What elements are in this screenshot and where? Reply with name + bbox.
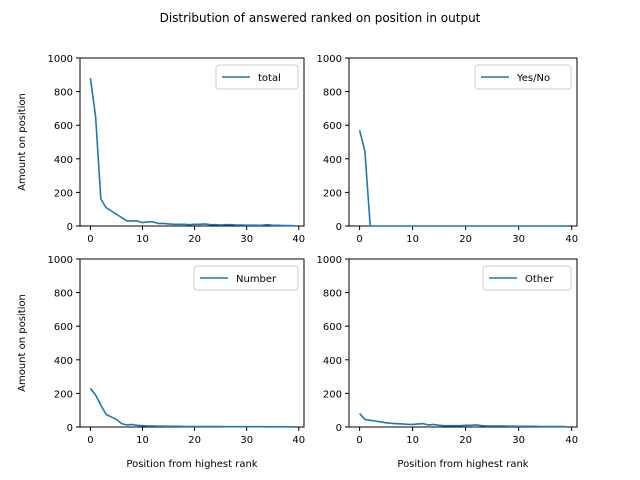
legend-box [474,64,572,90]
x-axis-label: Position from highest rank [397,459,528,470]
subplot-2: 0 200 400 600 800 1000 0 10 20 30 40 Yes/No [317,54,579,245]
y-axis-label: Amount on position [17,294,28,392]
y-tick-label: 600 [323,121,342,132]
y-tick-label: 200 [323,389,342,400]
x-axis-label: Position from highest rank [126,459,257,470]
x-tick-label: 40 [565,234,578,245]
x-tick-label: 30 [240,435,253,446]
x-tick-label: 20 [459,435,472,446]
y-tick-label: 800 [323,88,342,99]
x-tick-label: 10 [136,435,149,446]
x-tick-label: 0 [87,234,93,245]
y-tick-label: 0 [336,423,342,434]
x-tick-label: 20 [188,435,201,446]
legend: Other [482,265,572,291]
y-tick-label: 200 [54,188,73,199]
x-tick-label: 10 [406,435,419,446]
y-tick-label: 1000 [48,255,73,266]
y-tick-label: 600 [54,121,73,132]
subplot-3: 0 200 400 600 800 1000 0 10 20 30 40 Amount on posi… [17,255,305,470]
legend: Number [193,265,299,291]
x-tick-label: 10 [406,234,419,245]
subplot-4: 0 200 400 600 800 1000 0 10 20 30 40 Position from … [317,255,579,470]
series-line-total [89,78,294,227]
legend-label: Number [236,274,277,285]
series-line-other [359,413,567,428]
x-tick-label: 30 [512,234,525,245]
axes-frame [348,258,578,428]
y-tick-label: 800 [54,88,73,99]
x-tick-label: 40 [292,435,305,446]
legend-box [193,265,299,291]
x-tick-label: 0 [356,234,362,245]
y-tick-label: 1000 [317,54,342,65]
y-tick-label: 400 [323,155,342,166]
legend: total [215,64,299,90]
subplot-1: 0 200 400 600 800 1000 0 10 20 30 40 Amount on posi… [17,54,305,245]
x-tick-label: 0 [356,435,362,446]
y-tick-label: 0 [336,222,342,233]
y-axis-label: Amount on position [17,93,28,191]
y-tick-label: 600 [54,322,73,333]
legend-box [215,64,299,90]
y-tick-label: 1000 [48,54,73,65]
legend-label: total [258,73,281,84]
legend-box [482,265,572,291]
y-tick-label: 200 [54,389,73,400]
legend-label: Other [525,274,554,285]
y-tick-label: 0 [67,222,73,233]
x-tick-label: 40 [292,234,305,245]
axes-frame [79,57,305,227]
legend-label: Yes/No [516,73,550,84]
series-line-number [89,387,294,428]
y-tick-label: 400 [323,356,342,367]
x-tick-label: 40 [565,435,578,446]
x-tick-label: 20 [459,234,472,245]
x-tick-label: 30 [512,435,525,446]
y-tick-label: 200 [323,188,342,199]
y-tick-label: 1000 [317,255,342,266]
legend: Yes/No [474,64,572,90]
x-tick-label: 20 [188,234,201,245]
y-tick-label: 600 [323,322,342,333]
y-tick-label: 800 [54,289,73,300]
y-tick-label: 800 [323,289,342,300]
y-tick-label: 0 [67,423,73,434]
x-tick-label: 0 [87,435,93,446]
x-tick-label: 30 [240,234,253,245]
series-line-yes-no [358,130,567,227]
y-tick-label: 400 [54,155,73,166]
figure-title: Distribution of answered ranked on posit… [160,11,481,25]
y-tick-label: 400 [54,356,73,367]
x-tick-label: 10 [136,234,149,245]
